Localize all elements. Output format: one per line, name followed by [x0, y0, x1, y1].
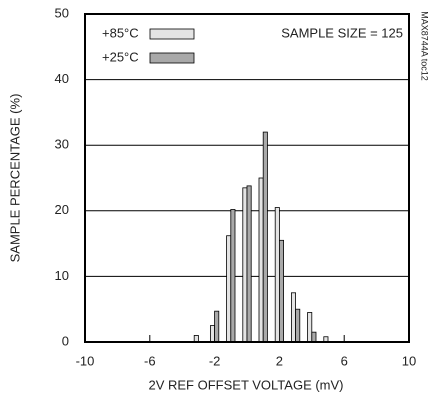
bar: [230, 209, 236, 343]
bar: [209, 325, 215, 343]
annotation: SAMPLE SIZE = 125: [281, 25, 403, 40]
legend-label: +25°C: [102, 49, 139, 64]
bar: [214, 310, 220, 343]
x-tick-label: -6: [144, 353, 156, 368]
y-tick-label: 0: [62, 333, 69, 348]
bar: [226, 235, 232, 343]
x-axis-title: 2V REF OFFSET VOLTAGE (mV): [148, 377, 343, 392]
bar: [242, 187, 248, 343]
y-tick-label: 40: [55, 71, 69, 86]
legend-label: +85°C: [102, 25, 139, 40]
y-tick-label: 20: [55, 202, 69, 217]
bar: [262, 131, 268, 343]
annotation: MAX8744A toc12: [420, 11, 430, 81]
x-tick-label: 6: [341, 353, 348, 368]
plot-frame: [84, 13, 410, 343]
bar: [307, 312, 313, 343]
x-tick-label: -10: [76, 353, 95, 368]
y-tick-label: 10: [55, 268, 69, 283]
bar: [295, 308, 301, 343]
legend-swatch: [149, 52, 195, 64]
bar: [246, 185, 252, 343]
y-tick-label: 50: [55, 5, 69, 20]
y-tick-label: 30: [55, 137, 69, 152]
bar: [258, 177, 264, 343]
y-axis-title: SAMPLE PERCENTAGE (%): [7, 94, 22, 263]
bar: [278, 239, 284, 343]
bar: [311, 331, 317, 343]
bar: [290, 292, 296, 343]
legend-swatch: [149, 28, 195, 40]
x-tick-label: 10: [402, 353, 416, 368]
x-tick-label: -2: [209, 353, 221, 368]
x-tick-label: 2: [276, 353, 283, 368]
bar: [274, 207, 280, 343]
